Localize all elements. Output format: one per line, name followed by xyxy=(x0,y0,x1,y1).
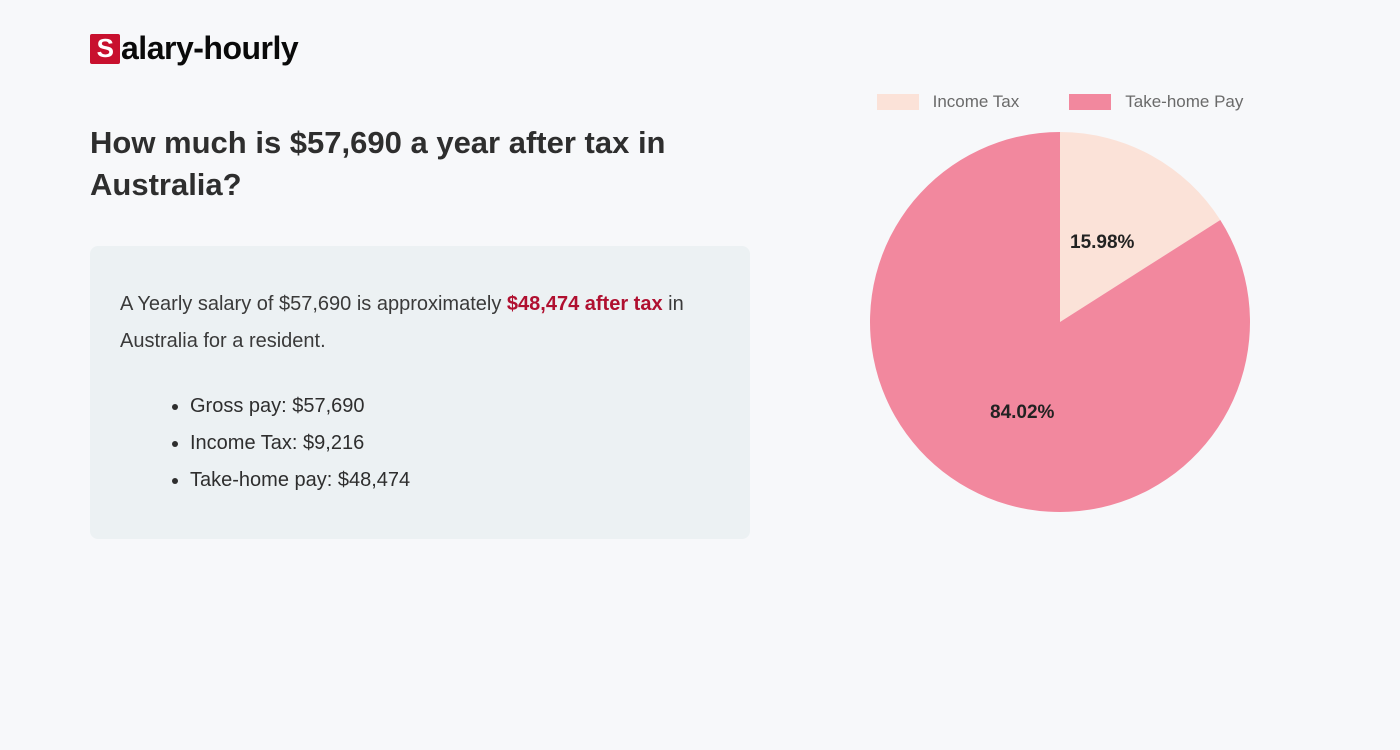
list-item: Income Tax: $9,216 xyxy=(190,425,720,462)
list-item: Gross pay: $57,690 xyxy=(190,388,720,425)
chart-legend: Income Tax Take-home Pay xyxy=(877,92,1244,112)
legend-swatch xyxy=(877,94,919,110)
logo-initial-box: S xyxy=(90,34,120,64)
summary-highlight: $48,474 after tax xyxy=(507,293,663,315)
site-logo: Salary-hourly xyxy=(90,30,1310,67)
legend-label: Take-home Pay xyxy=(1125,92,1243,112)
pie-label-take-home: 84.02% xyxy=(990,402,1054,424)
summary-prefix: A Yearly salary of $57,690 is approximat… xyxy=(120,293,507,315)
legend-item-income-tax: Income Tax xyxy=(877,92,1020,112)
pie-label-income-tax: 15.98% xyxy=(1070,232,1134,254)
list-item: Take-home pay: $48,474 xyxy=(190,462,720,499)
logo-text: alary-hourly xyxy=(121,30,298,67)
legend-item-take-home: Take-home Pay xyxy=(1069,92,1243,112)
summary-paragraph: A Yearly salary of $57,690 is approximat… xyxy=(120,286,720,360)
legend-swatch xyxy=(1069,94,1111,110)
page-title: How much is $57,690 a year after tax in … xyxy=(90,122,750,206)
summary-box: A Yearly salary of $57,690 is approximat… xyxy=(90,246,750,539)
pie-chart: 15.98% 84.02% xyxy=(870,132,1250,512)
legend-label: Income Tax xyxy=(933,92,1020,112)
pie-svg xyxy=(870,132,1250,512)
summary-bullets: Gross pay: $57,690 Income Tax: $9,216 Ta… xyxy=(120,388,720,499)
